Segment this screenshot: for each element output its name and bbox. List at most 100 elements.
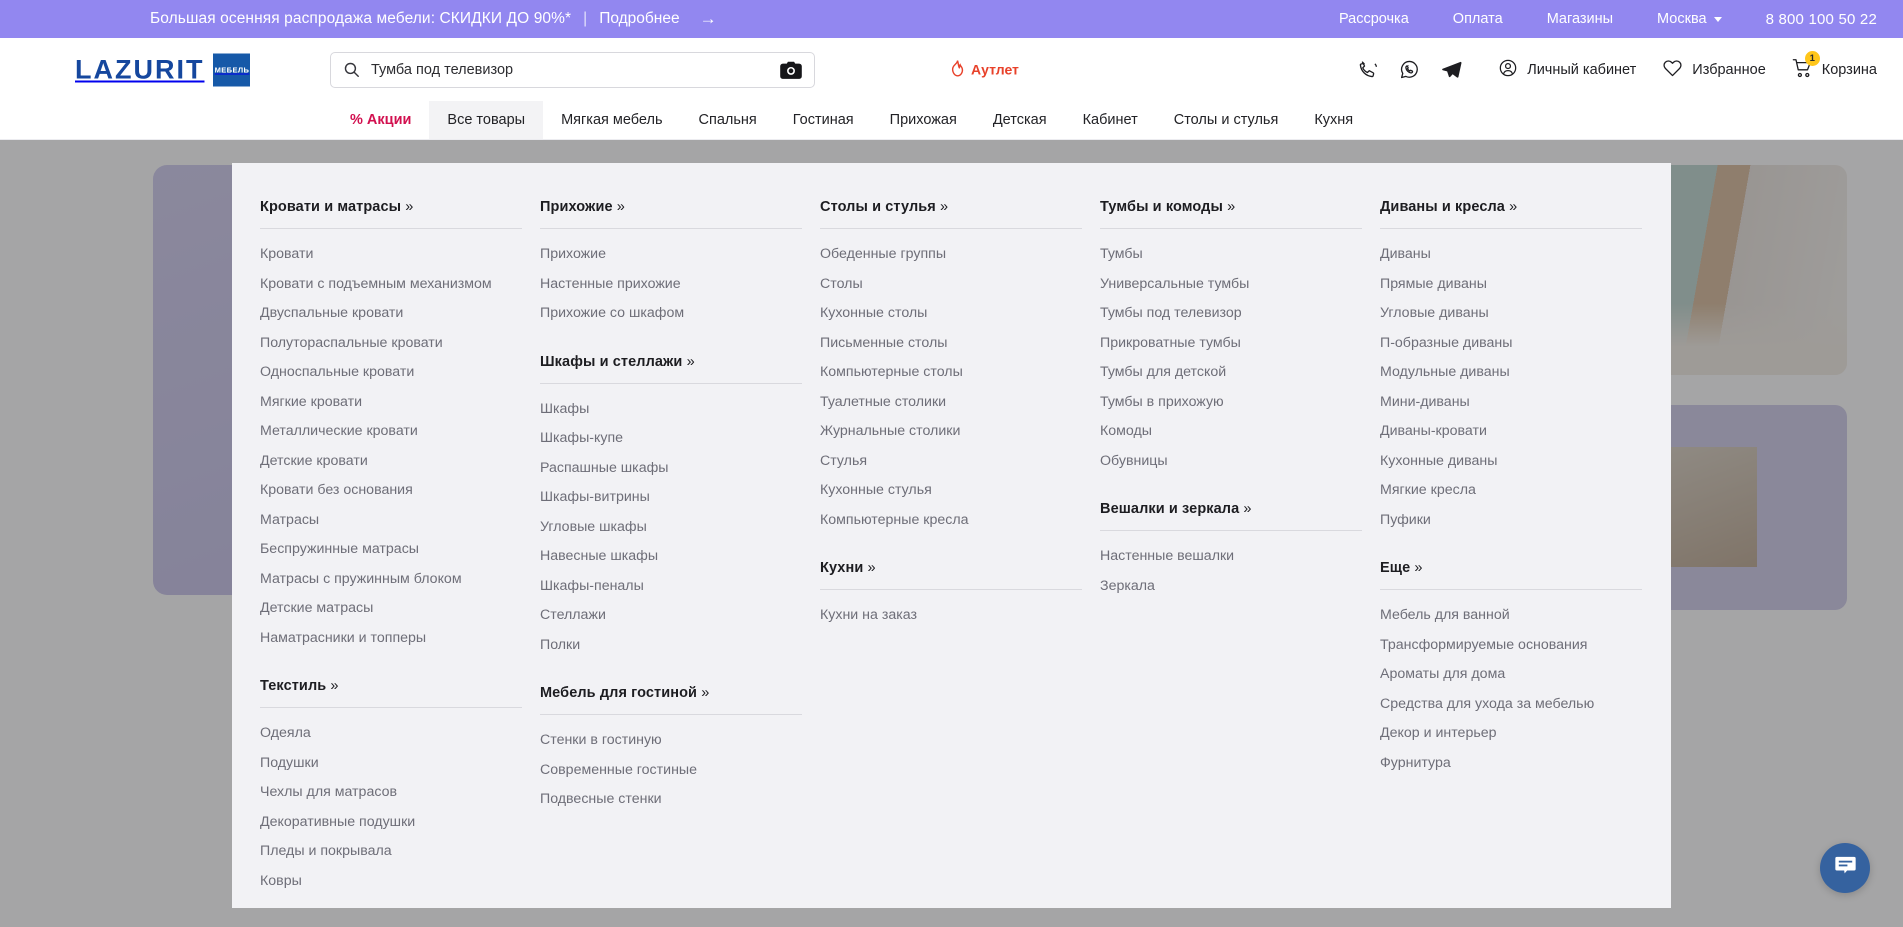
- mega-link-transformiruemye-osnovaniya[interactable]: Трансформируемые основания: [1380, 636, 1588, 653]
- mega-link-divany[interactable]: Диваны: [1380, 246, 1431, 262]
- mega-link-matrasy[interactable]: Матрасы: [260, 511, 320, 528]
- mega-link-prihozhie[interactable]: Прихожие: [540, 246, 606, 262]
- mega-link-stulya[interactable]: Стулья: [820, 452, 868, 469]
- mega-link-podushki[interactable]: Подушки: [260, 754, 319, 771]
- nav-item-prihozhaya[interactable]: Прихожая: [889, 112, 957, 128]
- outlet-link[interactable]: Аутлет: [950, 59, 1019, 80]
- mega-group-title[interactable]: Кровати и матрасы »: [260, 199, 413, 215]
- phone-number[interactable]: 8 800 100 50 22: [1765, 10, 1877, 28]
- whatsapp-icon[interactable]: [1388, 53, 1430, 87]
- mega-link-modulnye-divany[interactable]: Модульные диваны: [1380, 364, 1510, 380]
- mega-link-detskie-krovati[interactable]: Детские кровати: [260, 452, 368, 469]
- mega-link-raspashnye-shkafy[interactable]: Распашные шкафы: [540, 459, 669, 476]
- mega-link-polki[interactable]: Полки: [540, 636, 581, 653]
- mega-link-tumby-pod-televizor[interactable]: Тумбы под телевизор: [1100, 305, 1242, 321]
- mega-group-title[interactable]: Прихожие »: [540, 199, 625, 215]
- nav-item-vse-tovary[interactable]: Все товары: [429, 101, 544, 139]
- mega-group-title[interactable]: Мебель для гостиной »: [540, 685, 709, 701]
- mega-link-mebel-dlya-vannoy[interactable]: Мебель для ванной: [1380, 607, 1510, 623]
- telegram-icon[interactable]: [1430, 53, 1472, 87]
- mega-link-myagkie-kresla[interactable]: Мягкие кресла: [1380, 482, 1476, 498]
- search-box[interactable]: [330, 51, 815, 88]
- mega-link-podvesnye-stenki[interactable]: Подвесные стенки: [540, 791, 662, 807]
- mega-link-stoly[interactable]: Столы: [820, 275, 863, 292]
- mega-link-tumby[interactable]: Тумбы: [1100, 246, 1143, 262]
- mega-link-metallicheskie-krovati[interactable]: Металлические кровати: [260, 423, 418, 439]
- nav-item-myagkaya-mebel[interactable]: Мягкая мебель: [561, 112, 663, 128]
- account-link[interactable]: Личный кабинет: [1498, 58, 1636, 82]
- mega-group-title[interactable]: Текстиль »: [260, 678, 339, 694]
- mega-link-dekor-i-interyer[interactable]: Декор и интерьер: [1380, 725, 1497, 741]
- city-selector[interactable]: Москва: [1657, 11, 1722, 27]
- logo[interactable]: LAZURIT МЕБЕЛЬ: [75, 53, 251, 86]
- mega-link-shkafy-vitriny[interactable]: Шкафы-витрины: [540, 489, 650, 505]
- mega-link-polutoraspalnye-krovati[interactable]: Полутораспальные кровати: [260, 334, 443, 351]
- mega-link-shkafy-kupe[interactable]: Шкафы-купе: [540, 430, 624, 446]
- mega-link-stenki-v-gostinuyu[interactable]: Стенки в гостиную: [540, 732, 662, 748]
- mega-link-kuhonnye-stulya[interactable]: Кухонные стулья: [820, 482, 932, 498]
- mega-link-komody[interactable]: Комоды: [1100, 423, 1152, 439]
- mega-group-title[interactable]: Вешалки и зеркала »: [1100, 501, 1252, 517]
- mega-link-shkafy-penaly[interactable]: Шкафы-пеналы: [540, 577, 644, 594]
- mega-link-zhurnalnye-stoliki[interactable]: Журнальные столики: [820, 423, 961, 439]
- mega-link-uglovye-divany[interactable]: Угловые диваны: [1380, 305, 1489, 321]
- nav-item-kuhnya[interactable]: Кухня: [1314, 112, 1354, 128]
- mega-link-prihozhie-so-shkafom[interactable]: Прихожие со шкафом: [540, 305, 685, 321]
- mega-link-kuhonnye-stoly[interactable]: Кухонные столы: [820, 305, 928, 321]
- mega-link-sredstva-dlya-uhoda-za-mebelyu[interactable]: Средства для ухода за мебелью: [1380, 695, 1595, 712]
- mega-link-aromaty-dlya-doma[interactable]: Ароматы для дома: [1380, 666, 1506, 682]
- link-oplata[interactable]: Оплата: [1452, 11, 1503, 27]
- mega-link-pufiki[interactable]: Пуфики: [1380, 511, 1431, 528]
- mega-link-zerkala[interactable]: Зеркала: [1100, 577, 1155, 594]
- mega-link-pledy-i-pokryvala[interactable]: Пледы и покрывала: [260, 843, 392, 859]
- mega-link-bespruzhinnye-matrasy[interactable]: Беспружинные матрасы: [260, 541, 419, 557]
- mega-link-kompyuternye-stoly[interactable]: Компьютерные столы: [820, 364, 963, 380]
- mega-link-detskie-matrasy[interactable]: Детские матрасы: [260, 600, 374, 616]
- mega-link-universalnye-tumby[interactable]: Универсальные тумбы: [1100, 275, 1250, 292]
- mega-link-furnitura[interactable]: Фурнитура: [1380, 754, 1451, 771]
- mega-link-matrasy-s-pruzhinnym-blokom[interactable]: Матрасы с пружинным блоком: [260, 570, 462, 587]
- mega-group-title[interactable]: Диваны и кресла »: [1380, 199, 1517, 215]
- mega-link-nastennye-veshalki[interactable]: Настенные вешалки: [1100, 548, 1235, 564]
- mega-link-kuhni-na-zakaz[interactable]: Кухни на заказ: [820, 607, 917, 623]
- cart-link[interactable]: 1 Корзина: [1792, 50, 1877, 82]
- mega-link-odeyala[interactable]: Одеяла: [260, 725, 311, 741]
- favorites-link[interactable]: Избранное: [1662, 58, 1766, 81]
- mega-group-title[interactable]: Столы и стулья »: [820, 199, 948, 215]
- search-input[interactable]: [371, 61, 780, 78]
- mega-link-obedennye-gruppy[interactable]: Обеденные группы: [820, 246, 947, 262]
- mega-link-kompyuternye-kresla[interactable]: Компьютерные кресла: [820, 511, 969, 528]
- nav-item-kabinet[interactable]: Кабинет: [1082, 112, 1138, 128]
- mega-link-kovry[interactable]: Ковры: [260, 872, 302, 889]
- nav-item-stoly-i-stulya[interactable]: Столы и стулья: [1173, 112, 1279, 128]
- nav-item-gostinaya[interactable]: Гостиная: [792, 112, 854, 128]
- mega-link-odnospalnye-krovati[interactable]: Односпальные кровати: [260, 364, 415, 380]
- mega-link-namatrasniki-i-toppery[interactable]: Наматрасники и топперы: [260, 629, 427, 646]
- camera-search-icon[interactable]: [780, 61, 802, 79]
- mega-link-uglovye-shkafy[interactable]: Угловые шкафы: [540, 518, 647, 535]
- nav-item-detskaya[interactable]: Детская: [992, 112, 1047, 128]
- mega-link-tumby-v-prihozhuyu[interactable]: Тумбы в прихожую: [1100, 393, 1224, 410]
- link-magaziny[interactable]: Магазины: [1546, 11, 1614, 27]
- mega-link-tumby-dlya-detskoy[interactable]: Тумбы для детской: [1100, 364, 1227, 380]
- phone-icon[interactable]: [1346, 53, 1388, 87]
- mega-link-stellazhi[interactable]: Стеллажи: [540, 607, 606, 623]
- mega-link-navesnye-shkafy[interactable]: Навесные шкафы: [540, 548, 659, 564]
- mega-link-myagkie-krovati[interactable]: Мягкие кровати: [260, 393, 363, 410]
- mega-link-dekorativnye-podushki[interactable]: Декоративные подушки: [260, 813, 416, 830]
- chat-button[interactable]: [1820, 843, 1870, 893]
- nav-item-spalnya[interactable]: Спальня: [698, 112, 757, 128]
- mega-group-title[interactable]: Еще »: [1380, 560, 1423, 576]
- mega-link-shkafy[interactable]: Шкафы: [540, 400, 590, 417]
- mega-link-p-obraznye-divany[interactable]: П-образные диваны: [1380, 334, 1513, 351]
- mega-group-title[interactable]: Тумбы и комоды »: [1100, 199, 1235, 215]
- mega-link-sovremennye-gostinye[interactable]: Современные гостиные: [540, 761, 697, 778]
- mega-link-pryamye-divany[interactable]: Прямые диваны: [1380, 275, 1487, 292]
- mega-link-prikrovatnye-tumby[interactable]: Прикроватные тумбы: [1100, 334, 1241, 351]
- nav-item-akcii[interactable]: % Акции: [350, 112, 412, 128]
- mega-link-kuhonnye-divany[interactable]: Кухонные диваны: [1380, 452, 1498, 469]
- mega-link-krovati[interactable]: Кровати: [260, 246, 314, 262]
- link-rassrochka[interactable]: Рассрочка: [1338, 11, 1409, 27]
- mega-link-pismennye-stoly[interactable]: Письменные столы: [820, 334, 948, 351]
- mega-link-dvuspalnye-krovati[interactable]: Двуспальные кровати: [260, 305, 404, 321]
